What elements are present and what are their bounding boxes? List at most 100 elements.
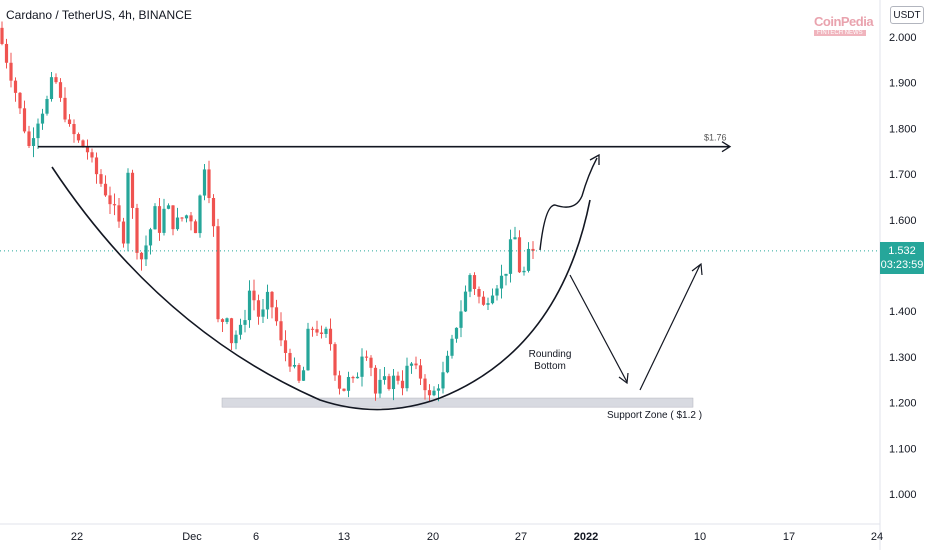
candle bbox=[531, 241, 535, 259]
candle-body bbox=[517, 237, 522, 273]
candle-body bbox=[373, 367, 378, 394]
candle-body bbox=[315, 329, 319, 333]
candle-body bbox=[342, 388, 346, 391]
candle bbox=[463, 285, 468, 313]
candle-body bbox=[108, 195, 112, 205]
candle bbox=[171, 205, 175, 236]
candle-body bbox=[414, 363, 418, 366]
candle-body bbox=[459, 311, 463, 328]
candle bbox=[301, 366, 306, 382]
candle bbox=[382, 367, 387, 385]
candle bbox=[126, 168, 130, 252]
candle-body bbox=[0, 27, 4, 44]
candle-body bbox=[148, 229, 153, 246]
candle bbox=[391, 368, 396, 401]
candle-body bbox=[463, 291, 468, 312]
candle bbox=[162, 198, 166, 236]
candle-body bbox=[220, 319, 225, 322]
candle bbox=[468, 273, 472, 298]
candle bbox=[310, 326, 315, 337]
candle-body bbox=[382, 376, 387, 380]
candle bbox=[153, 203, 157, 230]
resistance-arrowhead bbox=[721, 141, 732, 153]
candle bbox=[288, 348, 292, 372]
candle-body bbox=[40, 113, 45, 124]
candle bbox=[36, 118, 40, 150]
candle bbox=[211, 194, 216, 237]
y-tick-label: 1.300 bbox=[889, 352, 917, 364]
candle bbox=[297, 363, 301, 384]
candle-countdown: 03:23:59 bbox=[880, 259, 924, 271]
y-tick-label: 1.100 bbox=[889, 443, 917, 455]
candle bbox=[319, 325, 324, 339]
candle bbox=[454, 327, 459, 343]
candle-body bbox=[202, 169, 207, 196]
candle bbox=[360, 348, 364, 387]
candle bbox=[45, 95, 49, 116]
watermark-name: CoinPedia bbox=[814, 14, 874, 29]
candle-body bbox=[270, 291, 274, 308]
candle-body bbox=[94, 157, 99, 175]
pattern-label: Bottom bbox=[534, 361, 566, 372]
candle bbox=[112, 193, 117, 216]
candle-body bbox=[18, 92, 22, 109]
candle-body bbox=[112, 204, 117, 206]
candle bbox=[58, 78, 63, 102]
candle-body bbox=[193, 221, 198, 234]
candle-body bbox=[504, 273, 508, 276]
candle bbox=[175, 207, 180, 231]
y-tick-label: 1.900 bbox=[889, 78, 917, 90]
candle-body bbox=[279, 321, 283, 341]
candle-body bbox=[126, 172, 130, 244]
candle bbox=[432, 386, 436, 397]
candle-body bbox=[247, 290, 252, 321]
candle bbox=[481, 291, 486, 306]
candle bbox=[355, 372, 360, 379]
candle-body bbox=[324, 328, 328, 334]
support-zone-label: Support Zone ( $1.2 ) bbox=[607, 410, 702, 421]
candle bbox=[441, 361, 445, 394]
x-tick-label: 27 bbox=[515, 531, 527, 543]
candle-body bbox=[468, 275, 472, 292]
candle-body bbox=[256, 300, 261, 317]
candle-body bbox=[418, 365, 423, 379]
y-tick-label: 1.600 bbox=[889, 215, 917, 227]
breakout-arrowhead bbox=[589, 153, 600, 165]
candle bbox=[103, 175, 108, 197]
candle-body bbox=[135, 207, 139, 253]
candle-body bbox=[481, 296, 486, 305]
candle-body bbox=[328, 328, 333, 345]
x-tick-label: 13 bbox=[338, 531, 350, 543]
candle bbox=[13, 77, 18, 102]
candle-body bbox=[283, 340, 288, 353]
candle-body bbox=[144, 245, 148, 260]
resistance-label: $1.76 bbox=[704, 133, 727, 143]
candle bbox=[184, 214, 189, 223]
candle-body bbox=[477, 289, 481, 297]
candle-body bbox=[261, 309, 265, 317]
candle bbox=[495, 284, 499, 301]
candle bbox=[54, 73, 58, 84]
candle bbox=[234, 330, 238, 350]
candle bbox=[508, 229, 513, 283]
candle bbox=[279, 312, 283, 347]
candle bbox=[117, 197, 121, 228]
candle bbox=[0, 21, 4, 46]
candle-body bbox=[445, 355, 450, 373]
currency-selector[interactable]: USDT bbox=[890, 6, 924, 24]
candle-body bbox=[364, 356, 369, 358]
candle bbox=[207, 160, 211, 204]
candle bbox=[189, 211, 193, 231]
candle bbox=[351, 375, 355, 383]
candle bbox=[265, 284, 270, 319]
candle-body bbox=[162, 208, 166, 233]
candle bbox=[76, 132, 81, 143]
candle bbox=[22, 100, 27, 134]
x-tick-label: 6 bbox=[253, 531, 259, 543]
y-tick-label: 2.000 bbox=[889, 32, 917, 44]
candle-body bbox=[423, 378, 427, 391]
candle bbox=[445, 350, 450, 374]
candle-body bbox=[216, 226, 220, 320]
candle bbox=[283, 330, 288, 362]
